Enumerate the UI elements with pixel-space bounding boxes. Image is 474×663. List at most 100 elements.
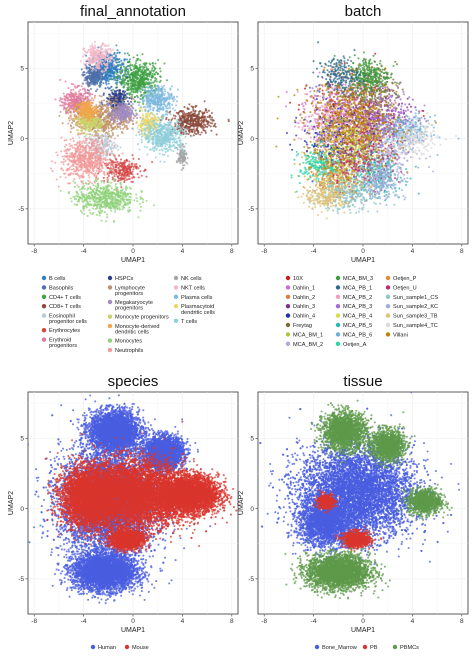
- legend-label: Plasmacytoid dendritic cells: [181, 304, 215, 316]
- legend-key: [386, 285, 390, 289]
- legend-key: [286, 342, 290, 346]
- x-tick-label: 0: [131, 248, 135, 255]
- legend-label: Dahlin_3: [293, 304, 315, 310]
- legend-label: Oetjen_A: [343, 342, 367, 348]
- y-axis-label: UMAP2: [238, 121, 245, 145]
- legend-label: Sun_sample4_TC: [393, 323, 438, 329]
- legend: Bone_Marrow PB PBMCs: [315, 645, 419, 651]
- legend-key: [336, 276, 340, 280]
- legend-key: [42, 313, 46, 317]
- legend-key: [336, 332, 340, 336]
- legend-label: Erythrocytes: [49, 328, 80, 334]
- legend-key: [108, 300, 112, 304]
- x-tick-label: 0: [361, 618, 365, 625]
- legend: 10X Dahlin_1 Dahlin_2 Dahlin_3 Dahlin_4 Freyt…: [286, 276, 439, 348]
- x-tick-label: -8: [31, 248, 37, 255]
- legend-key: [108, 324, 112, 328]
- x-tick-label: 4: [411, 248, 415, 255]
- legend-key: [286, 276, 290, 280]
- y-tick-label: 0: [20, 506, 24, 513]
- legend-label: Megakaryocyte progenitors: [115, 300, 153, 312]
- legend-key: [174, 319, 178, 323]
- y-axis-label: UMAP2: [238, 491, 245, 515]
- legend-label: Basophils: [49, 285, 73, 291]
- panel-title: tissue: [343, 373, 382, 390]
- x-tick-label: -4: [81, 248, 87, 255]
- legend-label: Dahlin_2: [293, 295, 315, 301]
- legend-label: T cells: [181, 319, 197, 325]
- y-tick-label: 5: [20, 66, 24, 73]
- y-tick-label: -5: [248, 576, 254, 583]
- x-tick-label: 4: [411, 618, 415, 625]
- x-tick-label: 8: [460, 618, 464, 625]
- panel-title: final_annotation: [80, 3, 186, 20]
- legend-key: [174, 295, 178, 299]
- y-tick-label: 5: [250, 436, 254, 443]
- x-tick-label: 8: [230, 248, 234, 255]
- legend-label: CD8+ T cells: [49, 304, 81, 310]
- legend-label: HSPCs: [115, 276, 134, 282]
- legend-key: [108, 276, 112, 280]
- legend-label: Dahlin_1: [293, 285, 315, 291]
- y-axis-label: UMAP2: [8, 121, 15, 145]
- legend-label: Sun_sample1_CS: [393, 295, 438, 301]
- legend-key: [108, 348, 112, 352]
- legend-label: Erythroid progenitors: [49, 338, 77, 350]
- x-tick-label: 0: [361, 248, 365, 255]
- legend-label: Sun_sample2_KC: [393, 304, 438, 310]
- legend-key: [42, 304, 46, 308]
- legend-key: [336, 285, 340, 289]
- y-tick-label: -5: [18, 206, 24, 213]
- legend-key: [125, 645, 129, 649]
- x-tick-label: -8: [261, 618, 267, 625]
- legend-key: [336, 342, 340, 346]
- legend-label: Lymphocyte progenitors: [115, 285, 145, 297]
- legend-key: [336, 323, 340, 327]
- legend-label: B cells: [49, 276, 66, 282]
- x-axis-label: UMAP1: [121, 627, 145, 634]
- y-axis-label: UMAP2: [8, 491, 15, 515]
- x-axis-label: UMAP1: [351, 627, 375, 634]
- legend-label: Mouse: [132, 645, 149, 651]
- legend-key: [286, 285, 290, 289]
- legend-label: Freytag: [293, 323, 312, 329]
- y-tick-label: -5: [18, 576, 24, 583]
- legend-label: Eosinophil progenitor cells: [49, 314, 87, 326]
- legend-key: [174, 304, 178, 308]
- legend-key: [336, 304, 340, 308]
- x-tick-label: -8: [261, 248, 267, 255]
- legend-label: Bone_Marrow: [322, 645, 358, 651]
- legend-label: MCA_PB_5: [343, 323, 372, 329]
- legend-key: [42, 337, 46, 341]
- legend-key: [286, 332, 290, 336]
- legend-label: Dahlin_4: [293, 314, 315, 320]
- legend-label: NKT cells: [181, 285, 205, 291]
- legend-key: [393, 645, 397, 649]
- legend-key: [42, 328, 46, 332]
- legend-label: 10X: [293, 276, 303, 282]
- legend-label: MCA_BM_3: [343, 276, 373, 282]
- legend-key: [363, 645, 367, 649]
- legend-key: [108, 338, 112, 342]
- legend-key: [336, 295, 340, 299]
- legend-label: MCA_PB_6: [343, 332, 372, 338]
- legend-key: [42, 285, 46, 289]
- legend-label: Plasma cells: [181, 295, 213, 301]
- legend-key: [286, 295, 290, 299]
- y-tick-label: 5: [250, 66, 254, 73]
- legend-label: Oetjen_P: [393, 276, 417, 282]
- legend-key: [386, 304, 390, 308]
- legend-label: MCA_PB_4: [343, 314, 372, 320]
- x-tick-label: 4: [181, 618, 185, 625]
- x-tick-label: -8: [31, 618, 37, 625]
- legend-label: MCA_PB_1: [343, 285, 372, 291]
- x-tick-label: 8: [230, 618, 234, 625]
- legend-key: [315, 645, 319, 649]
- panel-title: species: [108, 373, 159, 390]
- x-axis-label: UMAP1: [351, 257, 375, 264]
- legend-key: [91, 645, 95, 649]
- legend-key: [286, 323, 290, 327]
- legend-label: Monocyte-derived dendritic cells: [115, 324, 159, 336]
